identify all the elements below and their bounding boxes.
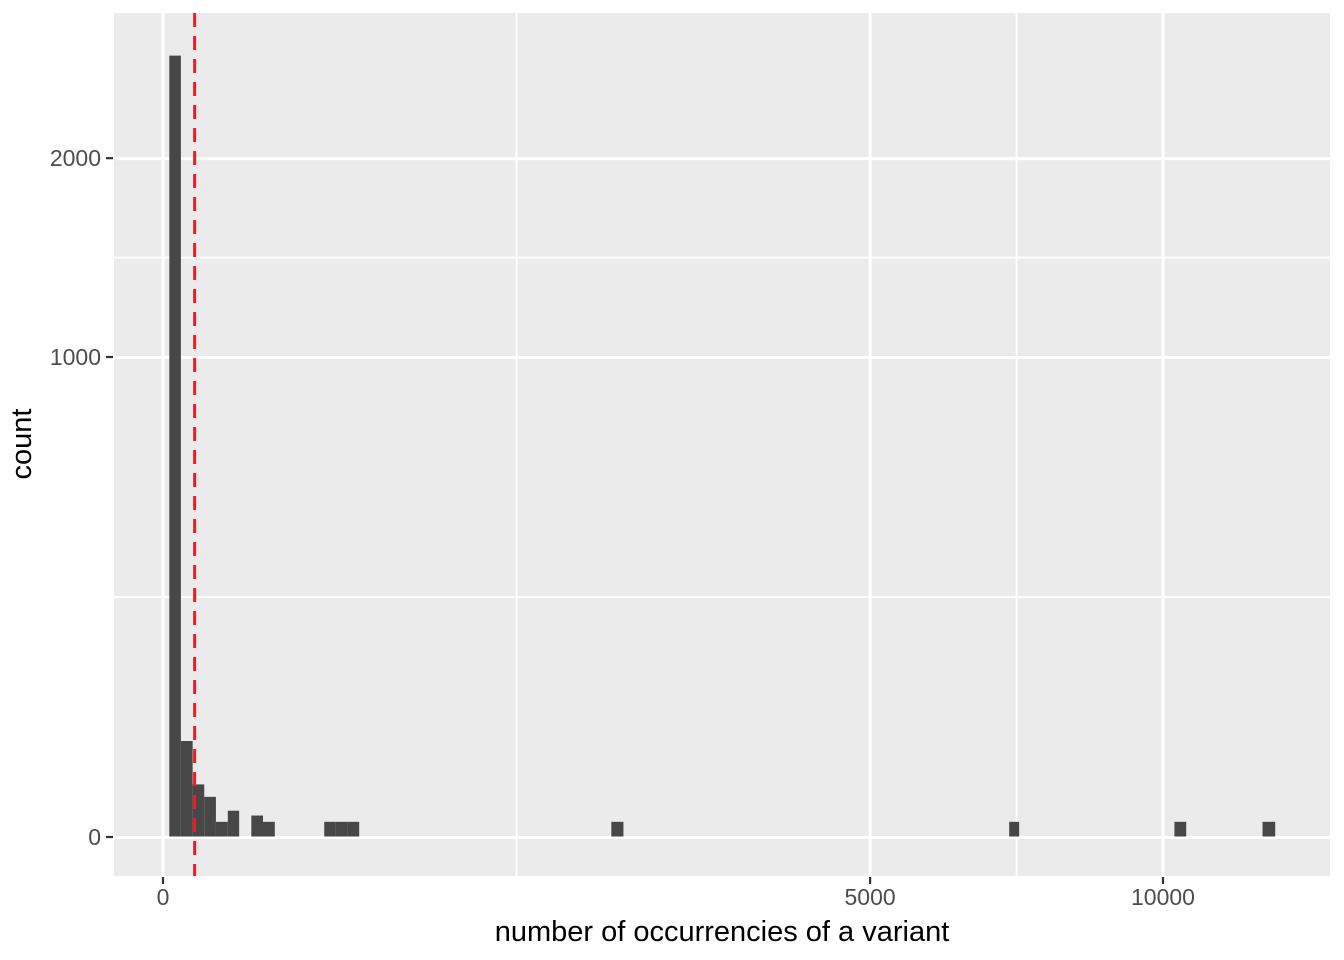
x-axis-title: number of occurrencies of a variant bbox=[495, 916, 950, 948]
histogram-bar bbox=[204, 796, 216, 837]
histogram-bar bbox=[227, 810, 240, 837]
histogram-bar bbox=[611, 821, 624, 837]
x-axis-tick-label: 0 bbox=[157, 884, 170, 910]
histogram-bar bbox=[169, 55, 181, 837]
histogram-bar bbox=[192, 784, 205, 837]
histogram-bar bbox=[335, 821, 348, 837]
y-axis-title: count bbox=[6, 409, 38, 480]
histogram-bar bbox=[180, 740, 193, 837]
histogram-bar bbox=[251, 815, 263, 837]
x-axis-tick-label: 10000 bbox=[1131, 884, 1195, 910]
plot-panel-background bbox=[114, 13, 1330, 876]
histogram-bar bbox=[215, 821, 228, 837]
histogram-bar bbox=[1009, 821, 1020, 837]
histogram-bar bbox=[1174, 821, 1187, 837]
x-axis-tick-label: 5000 bbox=[845, 884, 896, 910]
y-axis-tick-label: 2000 bbox=[50, 145, 101, 171]
histogram-bar bbox=[1262, 821, 1276, 837]
histogram-bar bbox=[263, 821, 275, 837]
histogram-bar bbox=[324, 821, 336, 837]
y-axis-tick-label: 1000 bbox=[50, 344, 101, 370]
plot-panel-group: 0 5000 10000 0 1000 2000 bbox=[50, 13, 1330, 910]
histogram-bar bbox=[347, 821, 360, 837]
y-axis-tick-label: 0 bbox=[88, 824, 101, 850]
